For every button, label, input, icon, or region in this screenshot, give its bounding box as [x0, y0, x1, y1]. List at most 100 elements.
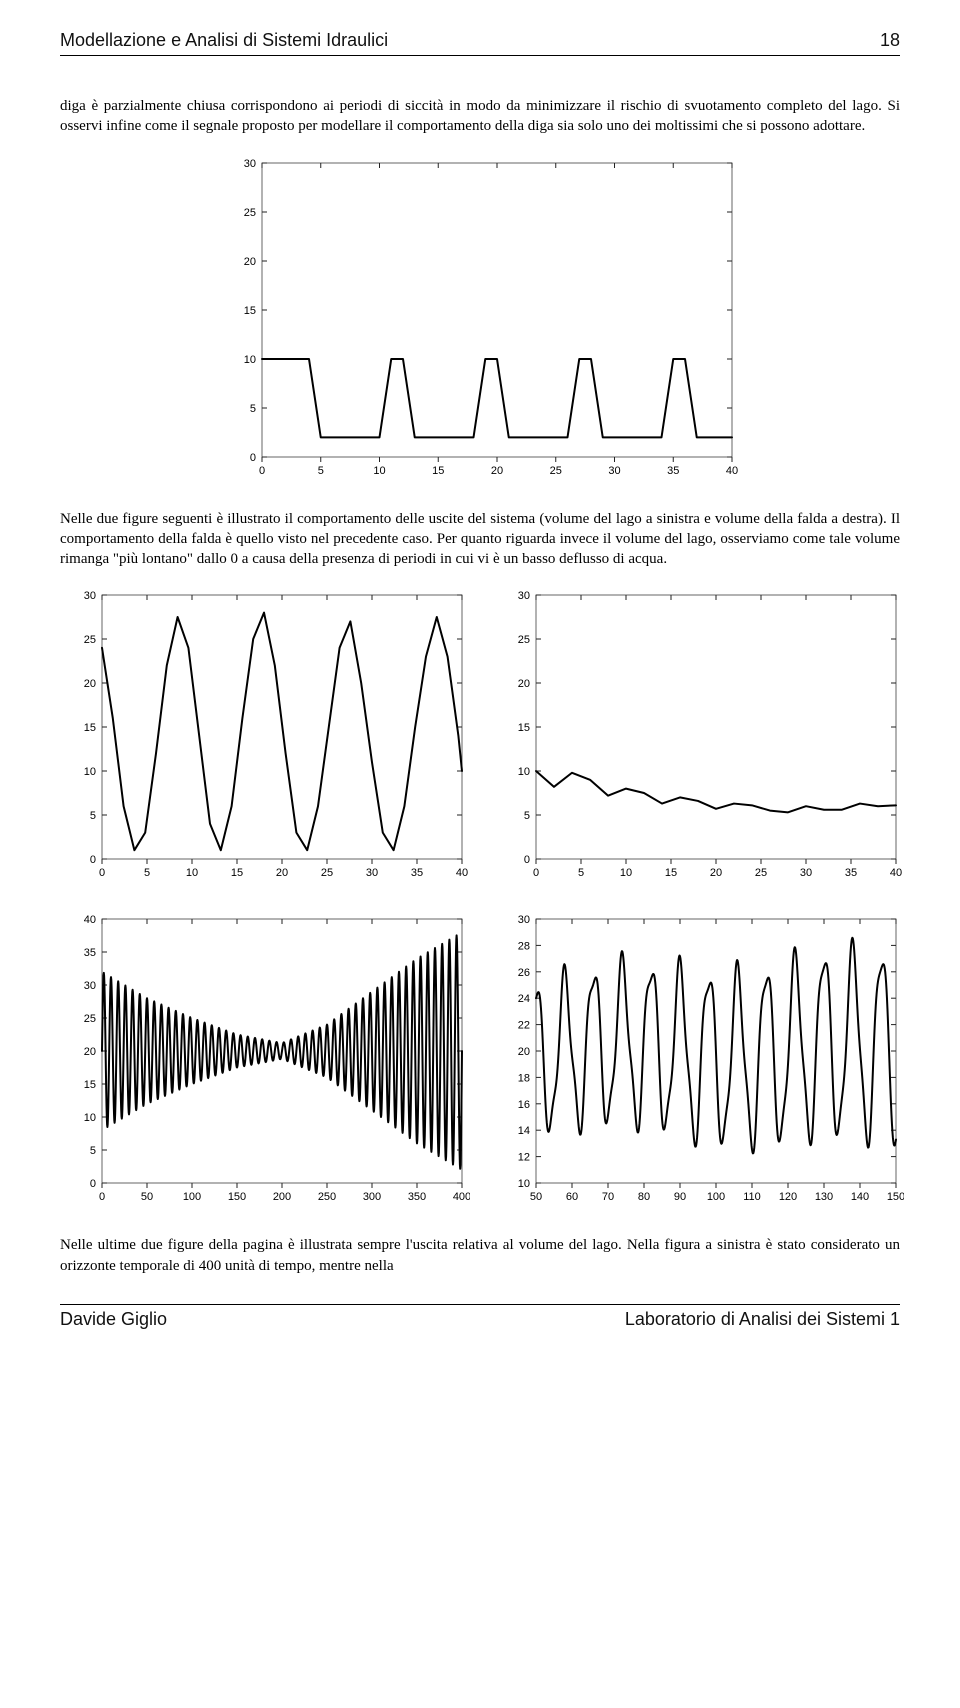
svg-text:15: 15 — [231, 867, 243, 879]
svg-text:5: 5 — [90, 1145, 96, 1157]
chart-bot-left: 0501001502002503003504000510152025303540 — [60, 911, 470, 1211]
bot-row: 0 50 100 150 200 250 300 350 400 0 5 10 15 20 25 30 35 40… — [60, 911, 900, 1211]
svg-text:15: 15 — [244, 305, 256, 317]
page-header: Modellazione e Analisi di Sistemi Idraul… — [60, 30, 900, 51]
svg-text:20: 20 — [84, 678, 96, 690]
svg-text:400: 400 — [453, 1191, 470, 1203]
svg-text:15: 15 — [84, 1079, 96, 1091]
footer-author: Davide Giglio — [60, 1309, 167, 1330]
svg-text:0: 0 — [90, 854, 96, 866]
svg-text:20: 20 — [276, 867, 288, 879]
svg-text:5: 5 — [318, 465, 324, 477]
svg-text:10: 10 — [244, 354, 256, 366]
paragraph-2: Nelle due figure seguenti è illustrato i… — [60, 509, 900, 570]
footer-rule — [60, 1304, 900, 1305]
svg-text:30: 30 — [800, 867, 812, 879]
svg-text:18: 18 — [518, 1073, 530, 1085]
svg-text:25: 25 — [518, 634, 530, 646]
svg-text:50: 50 — [141, 1191, 153, 1203]
svg-text:70: 70 — [602, 1191, 614, 1203]
svg-text:120: 120 — [779, 1191, 797, 1203]
svg-text:15: 15 — [432, 465, 444, 477]
svg-text:20: 20 — [491, 465, 503, 477]
svg-text:14: 14 — [518, 1125, 530, 1137]
footer-course: Laboratorio di Analisi dei Sistemi 1 — [625, 1309, 900, 1330]
svg-text:40: 40 — [84, 914, 96, 926]
chart-top: 0 5 10 15 20 25 30 35 40 0 5 10 15 20 25 30 — [220, 155, 740, 485]
svg-text:30: 30 — [518, 590, 530, 602]
svg-text:25: 25 — [244, 207, 256, 219]
svg-text:130: 130 — [815, 1191, 833, 1203]
svg-text:100: 100 — [707, 1191, 725, 1203]
svg-text:30: 30 — [244, 158, 256, 170]
svg-text:5: 5 — [250, 403, 256, 415]
svg-text:40: 40 — [726, 465, 738, 477]
svg-text:0: 0 — [250, 452, 256, 464]
svg-text:25: 25 — [550, 465, 562, 477]
svg-text:22: 22 — [518, 1020, 530, 1032]
svg-text:12: 12 — [518, 1152, 530, 1164]
svg-text:25: 25 — [321, 867, 333, 879]
svg-text:24: 24 — [518, 993, 530, 1005]
svg-text:20: 20 — [518, 1046, 530, 1058]
svg-text:25: 25 — [84, 1013, 96, 1025]
svg-text:15: 15 — [518, 722, 530, 734]
chart-mid-right: 0510152025303540051015202530 — [494, 587, 904, 887]
svg-text:5: 5 — [578, 867, 584, 879]
svg-text:5: 5 — [524, 810, 530, 822]
svg-text:90: 90 — [674, 1191, 686, 1203]
svg-text:15: 15 — [665, 867, 677, 879]
svg-text:10: 10 — [620, 867, 632, 879]
svg-text:10: 10 — [84, 1112, 96, 1124]
svg-text:350: 350 — [408, 1191, 426, 1203]
svg-text:150: 150 — [887, 1191, 904, 1203]
svg-text:60: 60 — [566, 1191, 578, 1203]
chart-mid-left: 0510152025303540051015202530 — [60, 587, 470, 887]
svg-text:200: 200 — [273, 1191, 291, 1203]
page-footer: Davide Giglio Laboratorio di Analisi dei… — [60, 1309, 900, 1330]
svg-text:0: 0 — [99, 1191, 105, 1203]
svg-text:250: 250 — [318, 1191, 336, 1203]
header-page: 18 — [880, 30, 900, 51]
svg-text:20: 20 — [244, 256, 256, 268]
svg-text:30: 30 — [608, 465, 620, 477]
svg-text:10: 10 — [84, 766, 96, 778]
svg-text:25: 25 — [755, 867, 767, 879]
svg-text:20: 20 — [710, 867, 722, 879]
mid-row: 0 5 10 15 20 25 30 35 40 0 5 10 15 20 25 30 0 5 10 15 20 25 3… — [60, 587, 900, 887]
svg-text:40: 40 — [890, 867, 902, 879]
header-rule — [60, 55, 900, 56]
svg-text:30: 30 — [366, 867, 378, 879]
svg-text:110: 110 — [743, 1191, 761, 1203]
svg-text:30: 30 — [84, 980, 96, 992]
svg-text:20: 20 — [518, 678, 530, 690]
svg-text:10: 10 — [186, 867, 198, 879]
svg-text:150: 150 — [228, 1191, 246, 1203]
svg-text:30: 30 — [518, 914, 530, 926]
svg-text:40: 40 — [456, 867, 468, 879]
svg-text:140: 140 — [851, 1191, 869, 1203]
svg-text:5: 5 — [90, 810, 96, 822]
paragraph-1: diga è parzialmente chiusa corrispondono… — [60, 96, 900, 137]
paragraph-3: Nelle ultime due figure della pagina è i… — [60, 1235, 900, 1276]
svg-text:0: 0 — [99, 867, 105, 879]
svg-text:35: 35 — [667, 465, 679, 477]
header-title: Modellazione e Analisi di Sistemi Idraul… — [60, 30, 388, 51]
svg-text:0: 0 — [533, 867, 539, 879]
chart-bot-right: 50 60 70 80 90 100 110 120 130 140 150 10 12 14 16 18 20… — [494, 911, 904, 1211]
svg-text:28: 28 — [518, 941, 530, 953]
svg-text:80: 80 — [638, 1191, 650, 1203]
svg-text:16: 16 — [518, 1099, 530, 1111]
svg-text:10: 10 — [373, 465, 385, 477]
svg-text:20: 20 — [84, 1046, 96, 1058]
svg-text:0: 0 — [90, 1178, 96, 1190]
svg-text:26: 26 — [518, 967, 530, 979]
svg-text:0: 0 — [259, 465, 265, 477]
svg-text:35: 35 — [84, 947, 96, 959]
svg-text:10: 10 — [518, 766, 530, 778]
svg-text:5: 5 — [144, 867, 150, 879]
svg-text:35: 35 — [845, 867, 857, 879]
svg-text:50: 50 — [530, 1191, 542, 1203]
svg-text:10: 10 — [518, 1178, 530, 1190]
svg-text:300: 300 — [363, 1191, 381, 1203]
